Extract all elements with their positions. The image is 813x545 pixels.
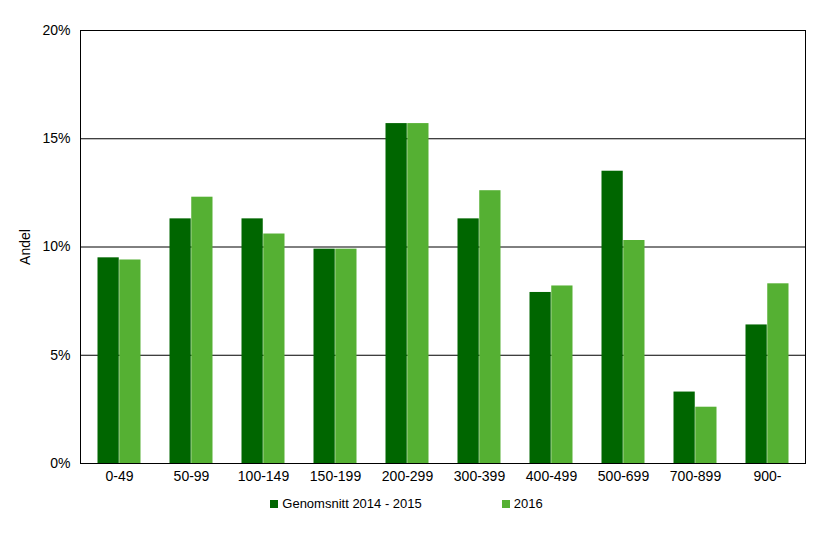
svg-text:900-: 900- [753,468,781,484]
svg-text:15%: 15% [42,130,70,146]
html-text:2016: 2016 [513,496,543,511]
svg-text:700-899: 700-899 [670,468,722,484]
svg-text:5%: 5% [50,347,70,363]
svg-text:50-99: 50-99 [174,468,210,484]
svg-text:200-299: 200-299 [382,468,434,484]
svg-text:400-499: 400-499 [526,468,578,484]
svg-text:500-699: 500-699 [598,468,650,484]
svg-text:20%: 20% [42,22,70,38]
svg-text:150-199: 150-199 [310,468,362,484]
svg-text:0-49: 0-49 [105,468,133,484]
svg-text:100-149: 100-149 [238,468,290,484]
svg-text:0%: 0% [50,455,70,471]
svg-text:10%: 10% [42,238,70,254]
html-text:Genomsnitt 2014 - 2015: Genomsnitt 2014 - 2015 [282,496,422,511]
svg-text:300-399: 300-399 [454,468,506,484]
svg-text:Andel: Andel [17,229,33,265]
